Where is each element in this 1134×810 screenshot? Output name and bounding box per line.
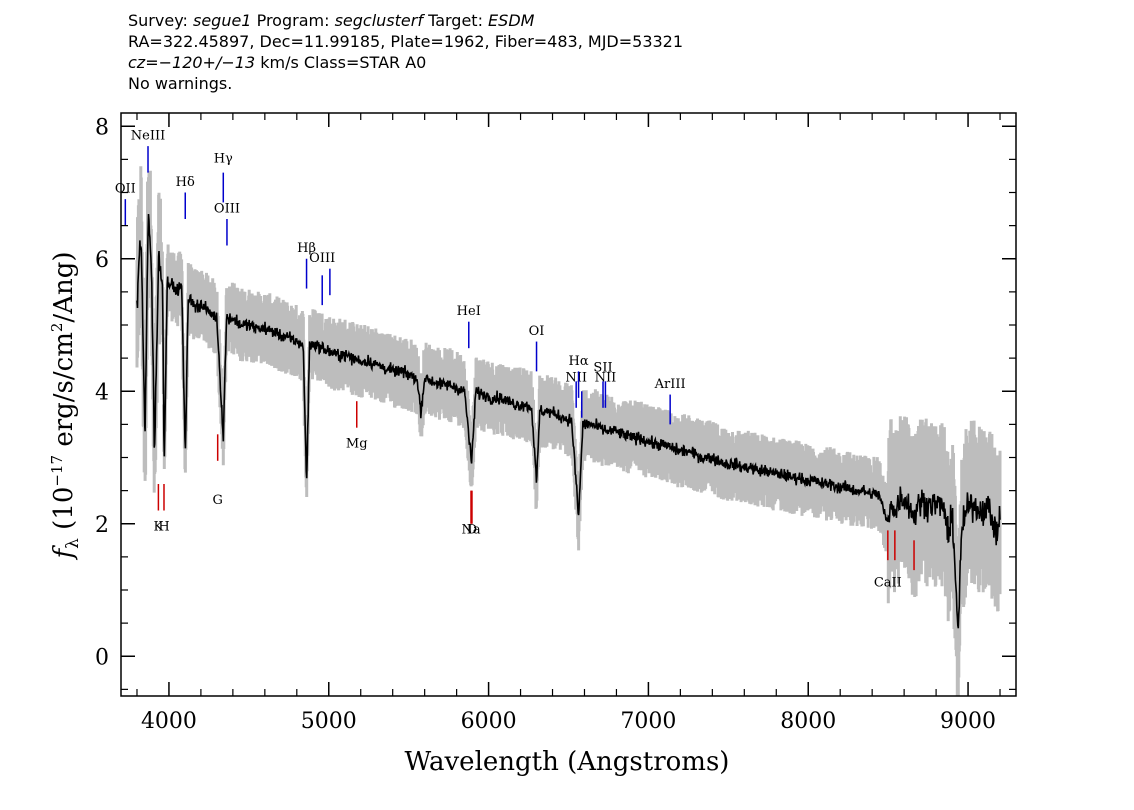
absorption-line-label-6: CaII <box>874 576 902 591</box>
y-axis-exp1: −17 <box>48 455 66 487</box>
y-axis-exp2: 2 <box>48 323 66 333</box>
header-line-warnings: No warnings. <box>128 74 233 93</box>
y-tick-label-1: 2 <box>95 513 109 538</box>
y-tick-label-3: 6 <box>95 248 109 273</box>
y-axis-open: (10 <box>49 487 79 539</box>
emission-line-label-8: HeI <box>457 304 481 319</box>
emission-line-label-3: Hγ <box>214 152 233 167</box>
header-line-survey: Survey: segue1 Program: segclusterf Targ… <box>128 10 683 31</box>
x-tick-label-4: 8000 <box>780 709 836 734</box>
emission-line-label-1: NeIII <box>131 129 165 144</box>
error-band-path <box>135 166 1002 696</box>
axis-ticks: 4000 5000 6000 7000 8000 9000 0 2 4 6 8 <box>95 113 1016 734</box>
spectrum-line <box>136 213 1001 629</box>
emission-line-label-2: Hδ <box>176 175 195 190</box>
y-axis-mid: erg/s/cm <box>49 332 79 455</box>
absorption-line-label-2: G <box>212 493 222 508</box>
target-value: ESDM <box>488 11 535 30</box>
cz-value: −120+/−13 <box>158 53 256 72</box>
y-axis-sub: λ <box>63 538 83 549</box>
emission-line-label-5: Hβ <box>297 241 316 256</box>
emission-line-label-15: ArIII <box>654 377 686 392</box>
x-tick-label-3: 7000 <box>620 709 676 734</box>
emission-line-label-11: Hα <box>569 354 589 369</box>
emission-line-label-6: OIII <box>309 251 335 266</box>
target-label: Target: <box>428 11 483 30</box>
x-tick-label-1: 5000 <box>301 709 357 734</box>
header-line-redshift: cz=−120+/−13 km/s Class=STAR A0 <box>128 52 683 73</box>
absorption-line-label-5: D <box>467 523 477 538</box>
absorption-line-label-3: Mg <box>346 437 368 452</box>
program-label: Program: <box>256 11 330 30</box>
program-value: segclusterf <box>334 11 423 30</box>
plot-frame <box>120 112 1017 697</box>
absorption-line-label-0: K <box>154 519 164 534</box>
cz-label: cz= <box>128 53 159 72</box>
absorption-line-label-1: H <box>158 519 169 534</box>
y-tick-label-0: 0 <box>95 645 109 670</box>
spectrum-series <box>136 213 1001 629</box>
spectrum-header: Survey: segue1 Program: segclusterf Targ… <box>128 10 683 94</box>
survey-value: segue1 <box>192 11 252 30</box>
survey-label: Survey: <box>128 11 188 30</box>
x-axis-title: Wavelength (Angstroms) <box>405 747 730 777</box>
absorption-line-label-4: Na <box>461 523 480 538</box>
y-tick-label-4: 8 <box>95 115 109 140</box>
y-tick-label-2: 4 <box>95 380 109 405</box>
emission-line-label-13: SII <box>593 360 612 375</box>
x-tick-label-5: 9000 <box>940 709 996 734</box>
y-axis-title: fλ (10−17 erg/s/cm2/Ang) <box>48 252 83 561</box>
emission-line-label-10: NII <box>565 370 587 385</box>
y-axis-close: /Ang) <box>49 252 79 323</box>
emission-line-label-0: OII <box>115 182 136 197</box>
error-band <box>135 166 1002 696</box>
emission-line-label-4: OIII <box>214 201 240 216</box>
emission-line-label-9: OI <box>529 324 545 339</box>
class-text: km/s Class=STAR A0 <box>255 53 427 72</box>
x-tick-label-2: 6000 <box>461 709 517 734</box>
emission-line-label-14: NII <box>595 370 617 385</box>
x-tick-label-0: 4000 <box>141 709 197 734</box>
header-line-coordinates: RA=322.45897, Dec=11.99185, Plate=1962, … <box>128 32 684 51</box>
